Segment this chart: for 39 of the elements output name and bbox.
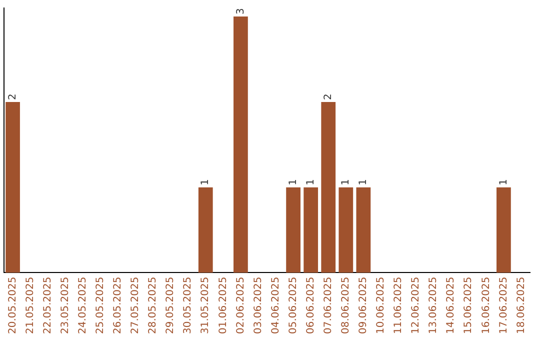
x-tick-label: 31.05.2025 — [200, 276, 212, 334]
data-label: 1 — [358, 178, 370, 186]
x-tick-label: 25.05.2025 — [95, 276, 106, 334]
x-tick-label: 13.06.2025 — [428, 276, 440, 334]
x-tick-label: 28.05.2025 — [148, 276, 159, 334]
data-label: 1 — [288, 178, 299, 186]
x-tick-label: 17.06.2025 — [498, 276, 510, 334]
x-tick-label: 11.06.2025 — [393, 276, 404, 334]
x-tick-label: 16.06.2025 — [480, 276, 492, 334]
x-tick-label: 18.06.2025 — [516, 276, 527, 334]
x-tick-label: 10.06.2025 — [376, 276, 387, 334]
data-label: 1 — [305, 178, 316, 186]
x-tick-label: 26.05.2025 — [112, 276, 124, 334]
x-tick-label: 14.06.2025 — [446, 276, 457, 334]
x-tick-label: 12.06.2025 — [410, 276, 422, 334]
x-tick-label: 06.06.2025 — [305, 276, 316, 334]
x-tick-label: 22.05.2025 — [42, 276, 54, 334]
data-label: 1 — [340, 178, 352, 186]
x-tick-label: 15.06.2025 — [463, 276, 474, 334]
x-tick-label: 01.06.2025 — [218, 276, 229, 334]
x-tick-label: 24.05.2025 — [77, 276, 88, 334]
x-tick-label: 04.06.2025 — [270, 276, 282, 334]
x-tick-label: 02.06.2025 — [235, 276, 246, 334]
x-tick-label: 09.06.2025 — [358, 276, 370, 334]
x-tick-label: 30.05.2025 — [182, 276, 194, 334]
x-tick-label: 20.05.2025 — [7, 276, 18, 334]
x-tick-label: 05.06.2025 — [288, 276, 299, 334]
data-label: 2 — [7, 94, 18, 100]
data-label: 1 — [498, 178, 510, 186]
x-tick-label: 03.06.2025 — [252, 276, 264, 334]
data-label: 1 — [200, 178, 212, 186]
x-tick-label: 27.05.2025 — [130, 276, 142, 334]
x-tick-label: 23.05.2025 — [60, 276, 71, 334]
x-tick-label: 29.05.2025 — [165, 276, 176, 334]
data-label: 3 — [235, 8, 246, 15]
x-tick-label: 08.06.2025 — [340, 276, 352, 334]
x-tick-label: 21.05.2025 — [24, 276, 36, 334]
x-tick-label: 07.06.2025 — [322, 276, 334, 334]
data-label: 2 — [322, 94, 334, 100]
